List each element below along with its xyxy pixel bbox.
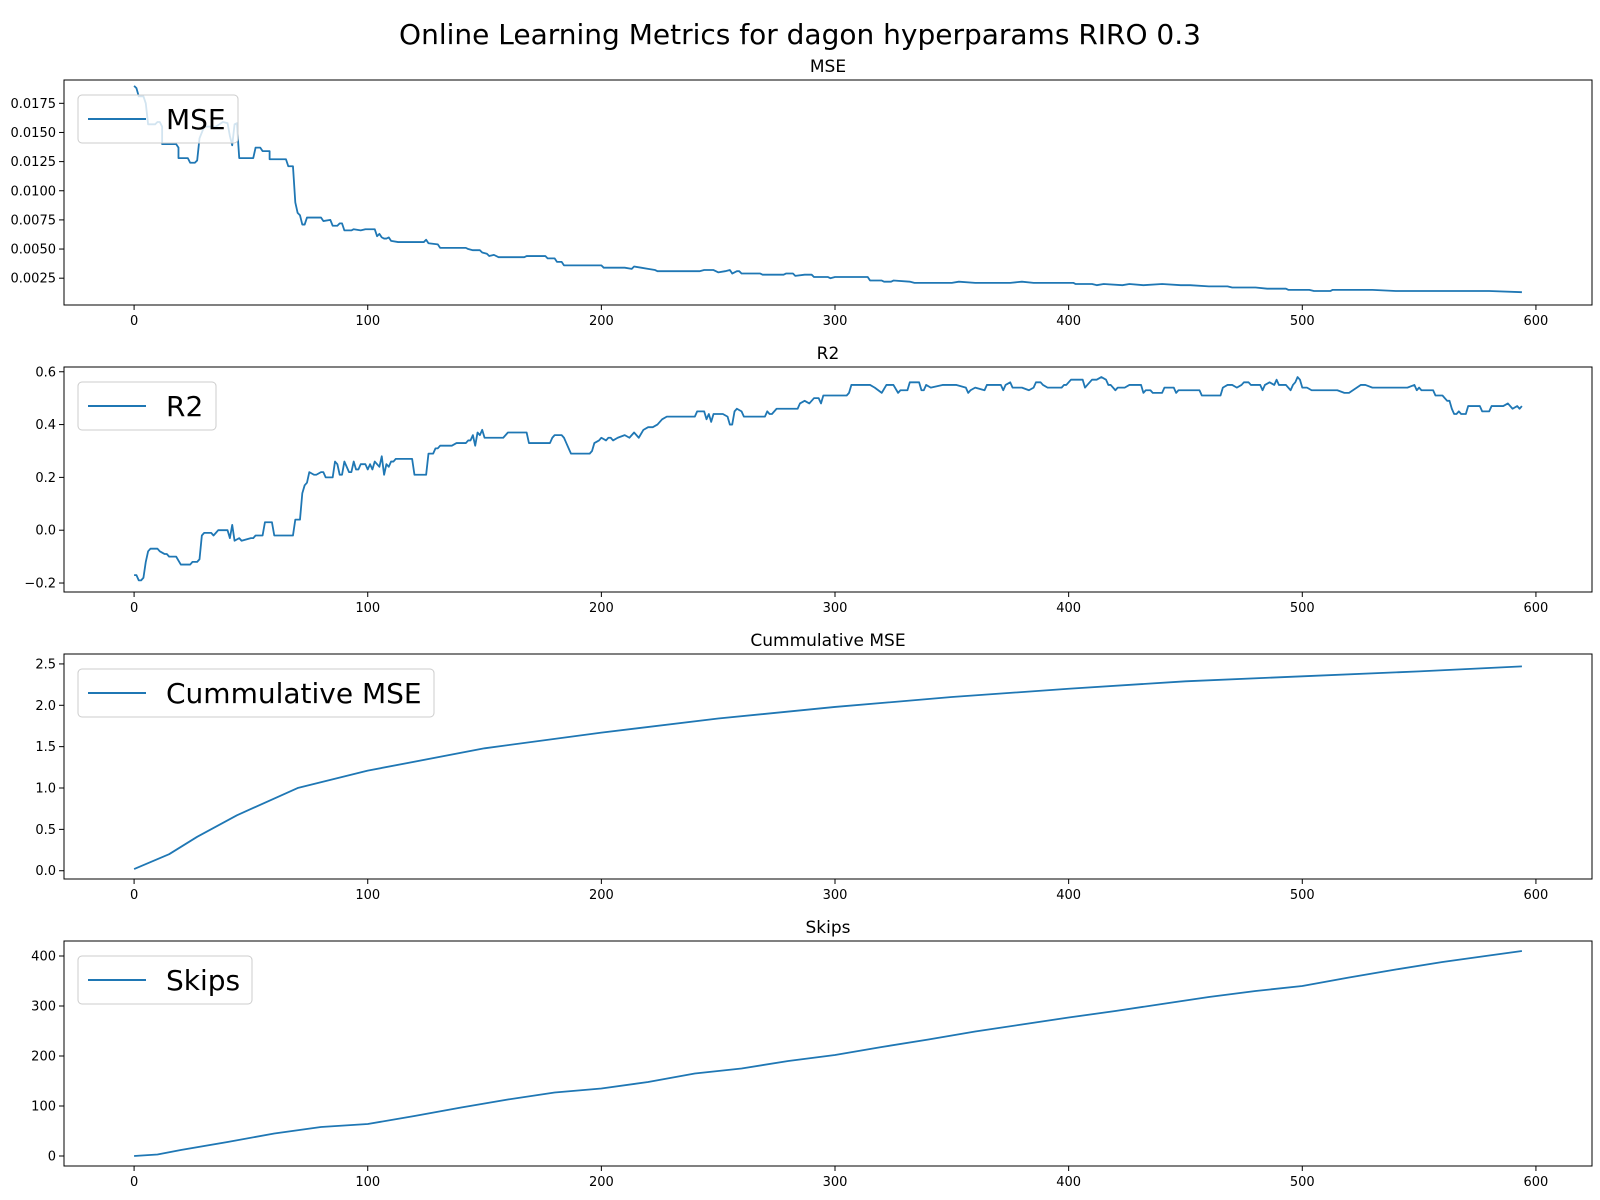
r2-ytick-label: −0.2 (24, 577, 56, 592)
r2-ytick-label: 0.0 (35, 524, 56, 539)
r2-xtick-label: 0 (130, 601, 138, 616)
mse-ytick-label: 0.0175 (11, 97, 57, 112)
r2-title: R2 (817, 344, 840, 364)
skips-xtick-label: 100 (355, 1175, 380, 1190)
mse-panel: MSE 0 100 200 300 400 500 600 0.0025 0.0050 0.0075… (11, 57, 1593, 329)
mse-ytick-label: 0.0100 (11, 184, 57, 199)
skips-xtick-label: 300 (823, 1175, 848, 1190)
skips-ytick-label: 300 (31, 1000, 56, 1015)
mse-axes-frame (63, 79, 1593, 306)
r2-panel: R2 0 100 200 300 400 500 600 −0.2 0.0 0.2 0.4 0.6 R2 (24, 344, 1593, 616)
cummulative-mse-legend-label: Cummulative MSE (166, 677, 422, 710)
mse-xtick-label: 200 (589, 314, 614, 329)
cummulative-mse-ytick-label: 1.0 (35, 782, 56, 797)
r2-series-line (134, 376, 1523, 582)
skips-xtick-label: 400 (1056, 1175, 1081, 1190)
r2-xtick-label: 100 (355, 601, 380, 616)
cummulative-mse-axes-frame (63, 653, 1593, 880)
cummulative-mse-ytick-label: 2.0 (35, 699, 56, 714)
cummulative-mse-legend-box (77, 668, 435, 718)
mse-title: MSE (810, 57, 846, 77)
r2-xtick-label: 300 (823, 601, 848, 616)
r2-legend: R2 (77, 381, 217, 431)
skips-axes-frame (63, 940, 1593, 1167)
cummulative-mse-xtick-label: 200 (589, 888, 614, 903)
skips-ytick-label: 400 (31, 950, 56, 965)
r2-legend-box (77, 381, 217, 431)
mse-ytick-label: 0.0125 (11, 155, 57, 170)
mse-ytick-label: 0.0025 (11, 272, 57, 287)
skips-legend: Skips (77, 955, 253, 1005)
r2-xtick-label: 200 (589, 601, 614, 616)
figure-title: Online Learning Metrics for dagon hyperp… (399, 18, 1201, 51)
cummulative-mse-ytick-label: 1.5 (35, 740, 56, 755)
skips-title: Skips (805, 918, 850, 938)
cummulative-mse-series-line (133, 665, 1522, 870)
mse-series-line (133, 85, 1522, 294)
r2-ytick-label: 0.2 (35, 471, 56, 486)
r2-ytick-label: 0.6 (35, 365, 56, 380)
skips-ytick-label: 100 (31, 1100, 56, 1115)
cummulative-mse-xtick-label: 400 (1056, 888, 1081, 903)
cummulative-mse-ytick-label: 0.0 (35, 864, 56, 879)
r2-legend-label: R2 (166, 390, 203, 423)
cummulative-mse-legend: Cummulative MSE (77, 668, 435, 718)
cummulative-mse-ytick-label: 0.5 (35, 823, 56, 838)
skips-series-line (134, 950, 1523, 1157)
cummulative-mse-xtick-label: 300 (823, 888, 848, 903)
cummulative-mse-xtick-label: 600 (1524, 888, 1549, 903)
mse-xtick-label: 0 (130, 314, 138, 329)
r2-ytick-label: 0.4 (35, 418, 56, 433)
r2-xtick-label: 500 (1290, 601, 1315, 616)
mse-ytick-label: 0.0050 (11, 243, 57, 258)
skips-legend-box (77, 955, 253, 1005)
cummulative-mse-xtick-label: 500 (1290, 888, 1315, 903)
mse-legend: MSE (77, 94, 239, 144)
skips-ytick-label: 0 (48, 1150, 56, 1165)
r2-xtick-label: 400 (1056, 601, 1081, 616)
skips-panel: Skips 0 100 200 300 400 500 600 0 100 200 300 400 Ski… (31, 918, 1593, 1190)
mse-xtick-label: 500 (1290, 314, 1315, 329)
mse-legend-label: MSE (166, 103, 226, 136)
skips-xtick-label: 600 (1524, 1175, 1549, 1190)
cummulative-mse-xtick-label: 100 (355, 888, 380, 903)
skips-ytick-label: 200 (31, 1050, 56, 1065)
mse-xtick-label: 300 (823, 314, 848, 329)
skips-xtick-label: 500 (1290, 1175, 1315, 1190)
r2-xtick-label: 600 (1524, 601, 1549, 616)
skips-xtick-label: 0 (130, 1175, 138, 1190)
cummulative-mse-title: Cummulative MSE (750, 631, 905, 651)
mse-xtick-label: 100 (355, 314, 380, 329)
skips-legend-label: Skips (166, 964, 240, 997)
mse-ytick-label: 0.0150 (11, 126, 57, 141)
cummulative-mse-ytick-label: 2.5 (35, 657, 56, 672)
cummulative-mse-panel: Cummulative MSE 0 100 200 300 400 500 600 0.0 0.5… (35, 631, 1593, 903)
mse-legend-box (77, 94, 239, 144)
mse-xtick-label: 600 (1524, 314, 1549, 329)
cummulative-mse-xtick-label: 0 (130, 888, 138, 903)
skips-xtick-label: 200 (589, 1175, 614, 1190)
r2-axes-frame (63, 366, 1593, 593)
mse-ytick-label: 0.0075 (11, 213, 57, 228)
mse-xtick-label: 400 (1056, 314, 1081, 329)
